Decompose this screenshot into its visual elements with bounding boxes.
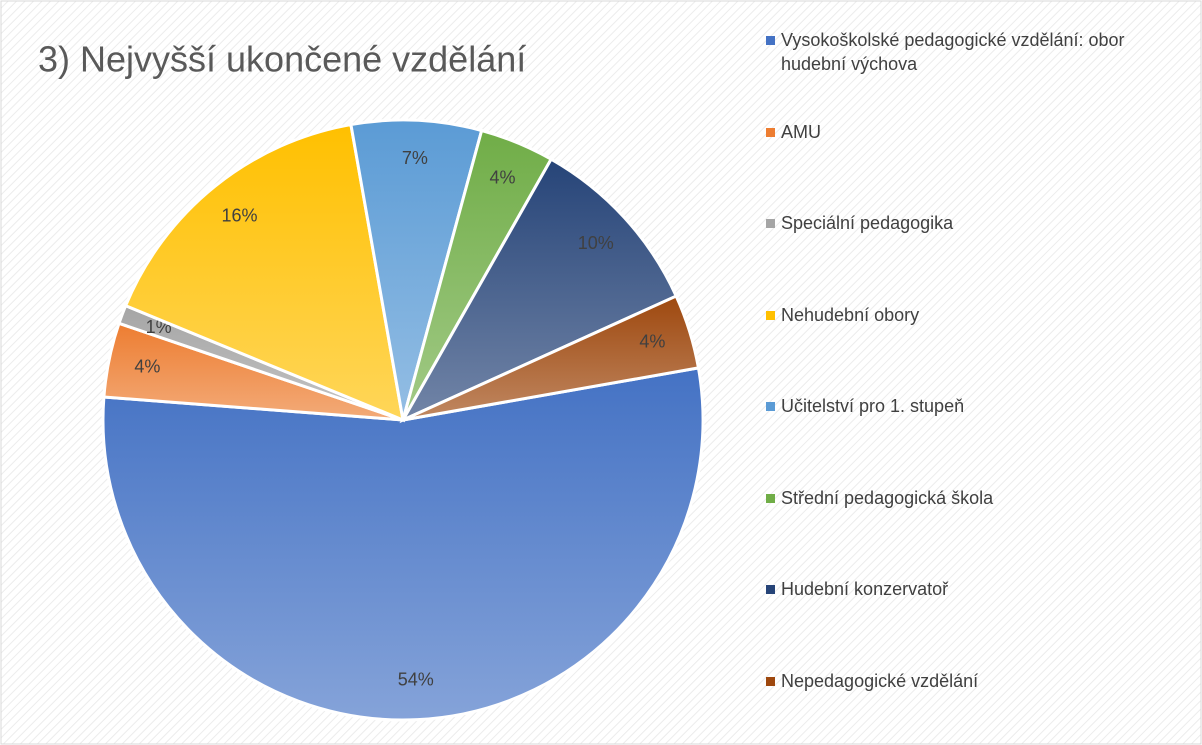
chart-title: 3) Nejvyšší ukončené vzdělání <box>38 39 526 80</box>
legend-item: Speciální pedagogika <box>766 211 1171 235</box>
pie-slice <box>402 294 701 422</box>
pie-slice <box>123 122 405 423</box>
pie-slice <box>349 118 484 421</box>
legend-swatch <box>766 127 775 137</box>
legend-item: Vysokoškolské pedagogické vzdělání: obor… <box>766 28 1171 76</box>
data-label: 4% <box>639 332 665 352</box>
legend-swatch <box>766 493 775 503</box>
legend-item: AMU <box>766 120 1171 144</box>
legend-swatch <box>766 310 775 320</box>
legend-swatch <box>766 36 775 45</box>
legend-label: Střední pedagogická škola <box>781 487 994 508</box>
data-label: 16% <box>221 205 257 225</box>
legend-label: Nepedagogické vzdělání <box>781 670 979 691</box>
pie-slice <box>101 366 705 722</box>
legend-label: AMU <box>781 121 821 142</box>
pie-slice <box>399 157 679 424</box>
legend-swatch <box>766 676 775 686</box>
legend-item: Střední pedagogická škola <box>766 486 1171 510</box>
legend-swatch <box>766 219 775 228</box>
legend-item: Hudební konzervatoř <box>766 577 1171 601</box>
data-label: 7% <box>402 148 428 168</box>
legend-label: Vysokoškolské pedagogické vzdělání: obor… <box>781 30 1125 74</box>
legend-label: Hudební konzervatoř <box>781 579 949 599</box>
data-label: 4% <box>134 356 160 376</box>
legend-item: Učitelství pro 1. stupeň <box>766 394 1171 418</box>
legend-item: Nepedagogické vzdělání <box>766 669 1171 693</box>
legend-label: Nehudební obory <box>781 304 920 325</box>
legend-item: Nehudební obory <box>766 303 1171 327</box>
legend-label: Učitelství pro 1. stupeň <box>781 396 965 416</box>
data-label: 4% <box>489 167 515 187</box>
legend-swatch <box>766 402 775 411</box>
data-label: 10% <box>578 233 614 253</box>
legend-swatch <box>766 585 775 594</box>
data-label: 54% <box>398 669 434 689</box>
pie: 54%4%1%16%7%4%10%4% <box>101 118 705 722</box>
legend-label: Speciální pedagogika <box>781 213 954 233</box>
